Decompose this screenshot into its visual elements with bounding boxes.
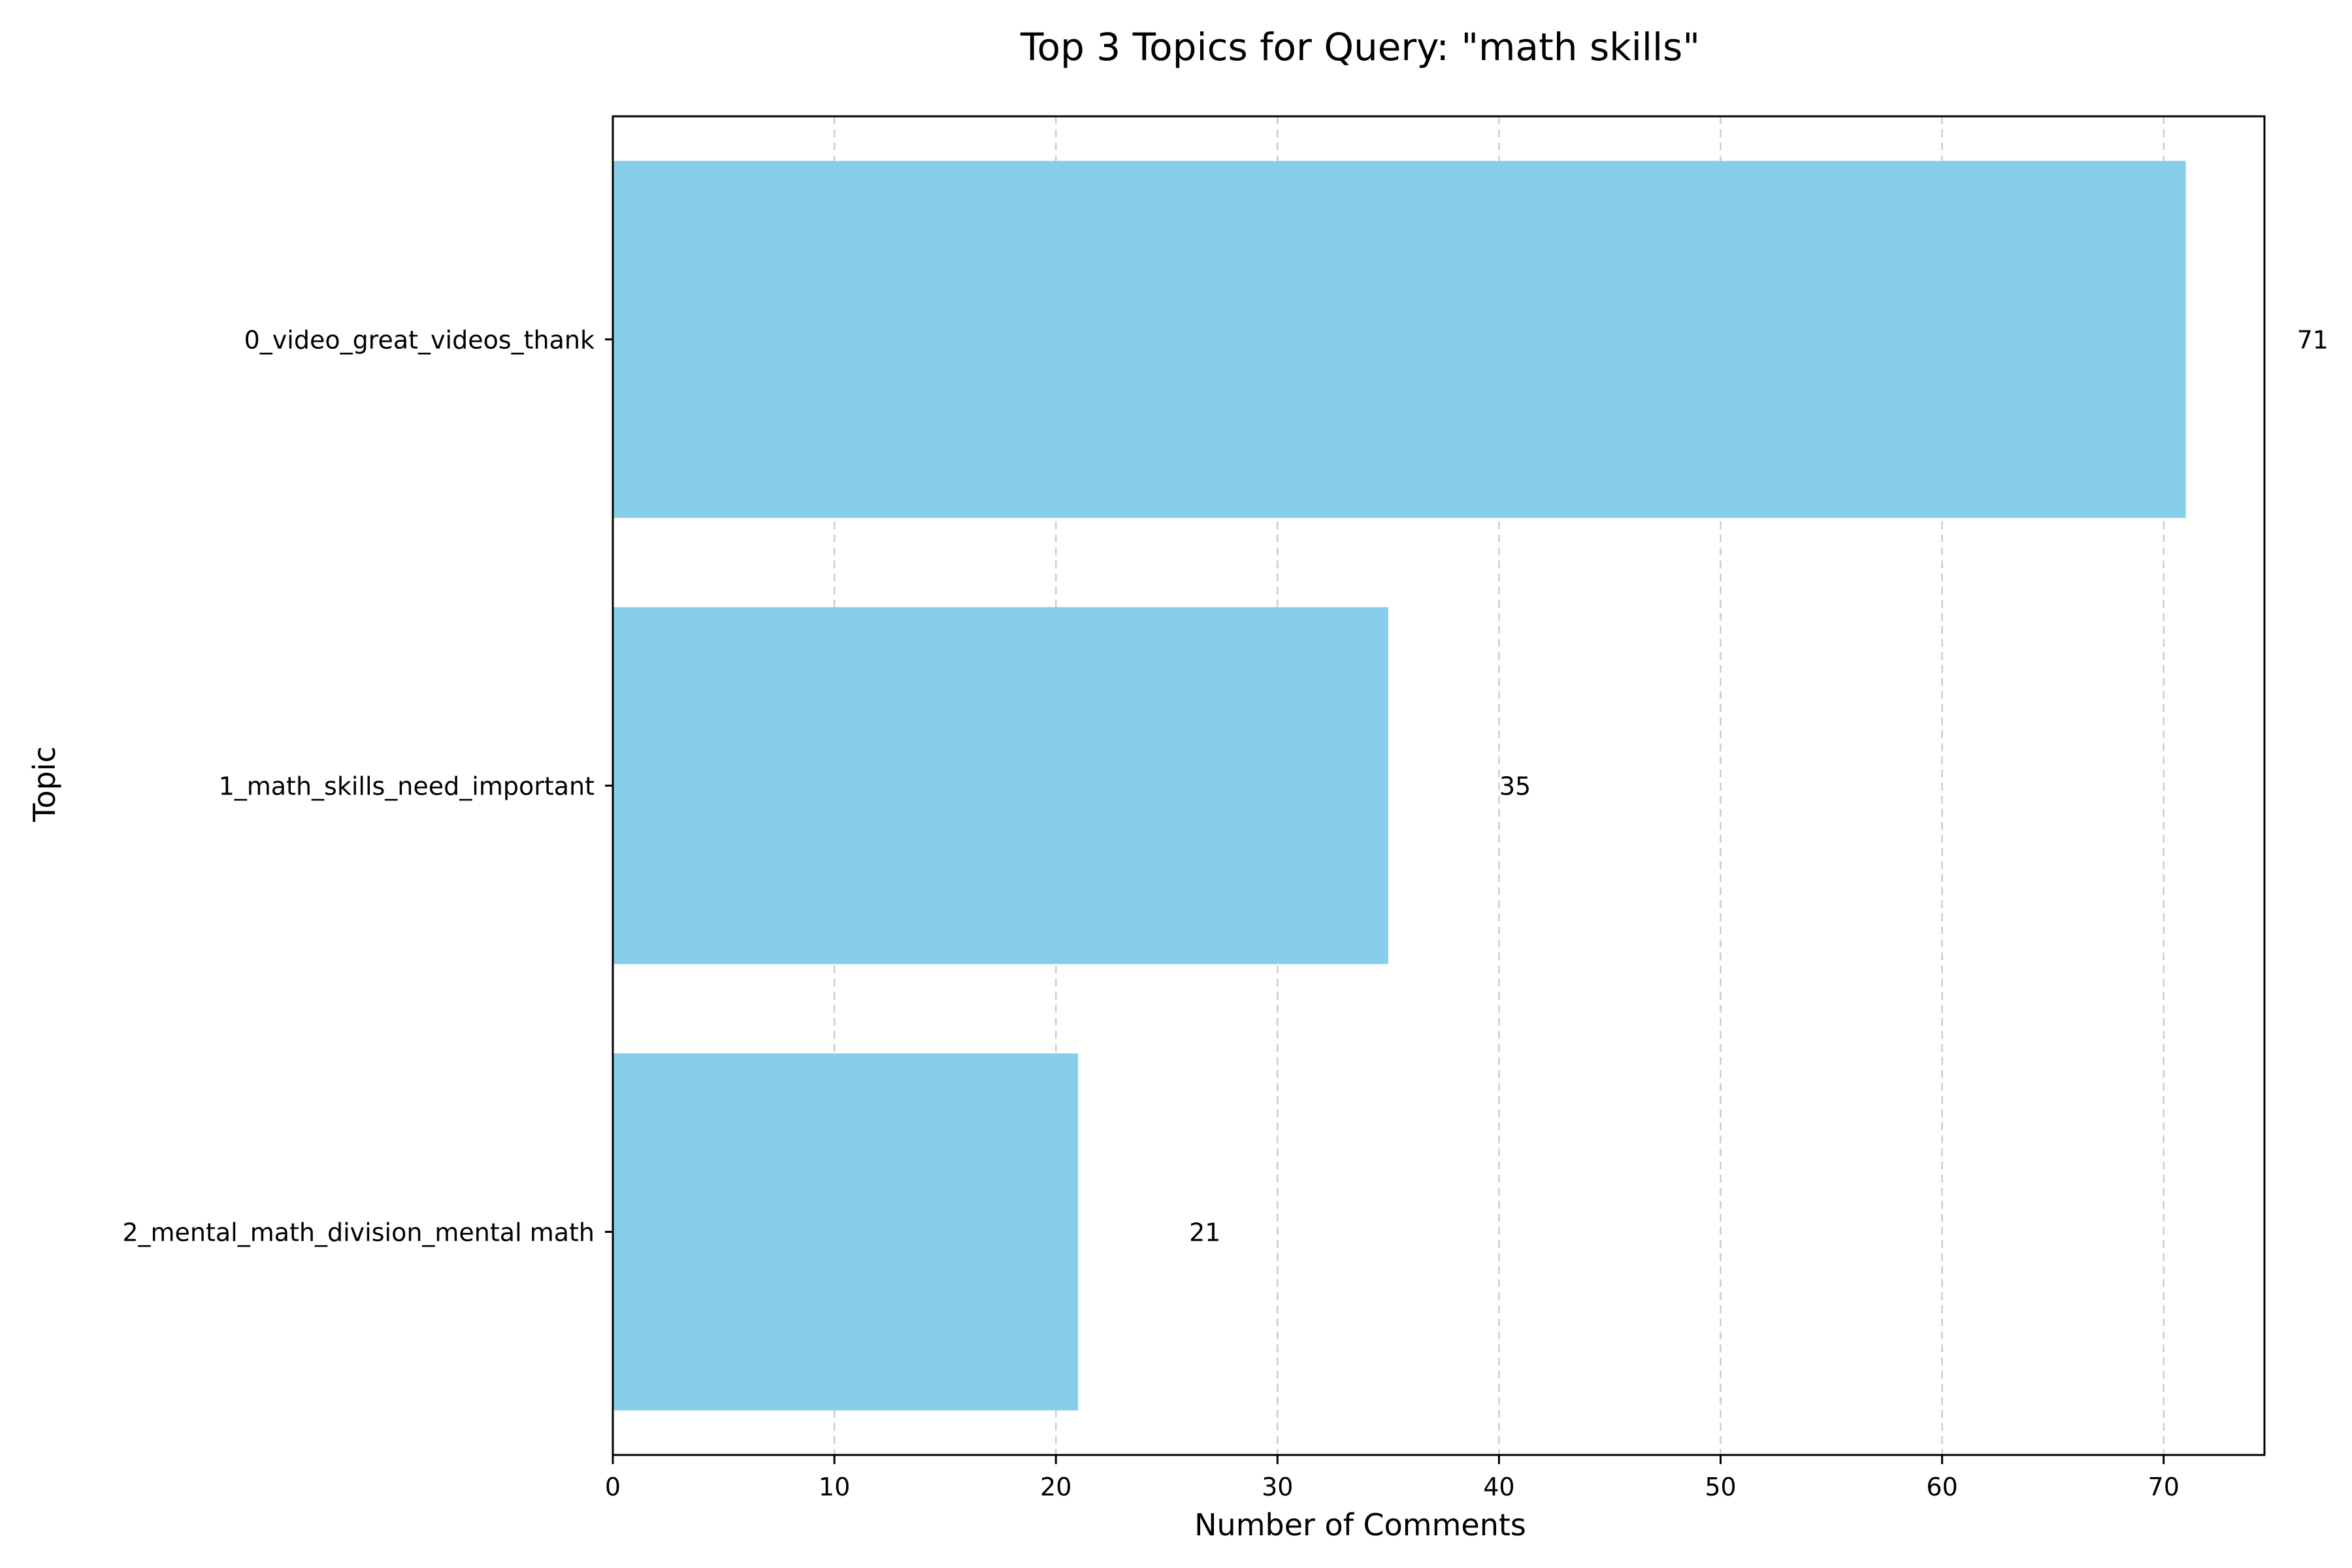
data-label-2: 21 (1189, 1218, 1220, 1247)
y-axis-label: Topic (27, 746, 62, 823)
x-tick-label-5: 50 (1705, 1473, 1736, 1501)
x-tick-label-0: 0 (605, 1473, 621, 1501)
bar-2 (613, 1053, 1079, 1411)
x-tick-label-1: 10 (819, 1473, 850, 1501)
value-labels: 71 35 21 (1189, 326, 2328, 1247)
x-tick-label-2: 20 (1040, 1473, 1071, 1501)
x-tick-label-4: 40 (1483, 1473, 1514, 1501)
bar-0 (613, 161, 2186, 518)
bar-1 (613, 607, 1388, 964)
y-tick-label-0: 0_video_great_videos_thank (244, 326, 595, 355)
data-label-1: 35 (1499, 772, 1531, 801)
x-axis-label: Number of Comments (1194, 1507, 1526, 1543)
axes: 0_video_great_videos_thank 1_math_skills_… (122, 115, 2266, 1501)
plot-frame (612, 115, 2266, 1456)
data-label-0: 71 (2297, 326, 2328, 355)
y-tick-label-2: 2_mental_math_division_mental math (122, 1218, 595, 1247)
bars (613, 161, 2186, 1411)
chart-title: Top 3 Topics for Query: "math skills" (1020, 25, 1700, 69)
x-tick-label-6: 60 (1926, 1473, 1957, 1501)
y-tick-label-1: 1_math_skills_need_important (219, 772, 595, 801)
x-tick-label-3: 30 (1262, 1473, 1293, 1501)
x-tick-label-7: 70 (2148, 1473, 2180, 1501)
